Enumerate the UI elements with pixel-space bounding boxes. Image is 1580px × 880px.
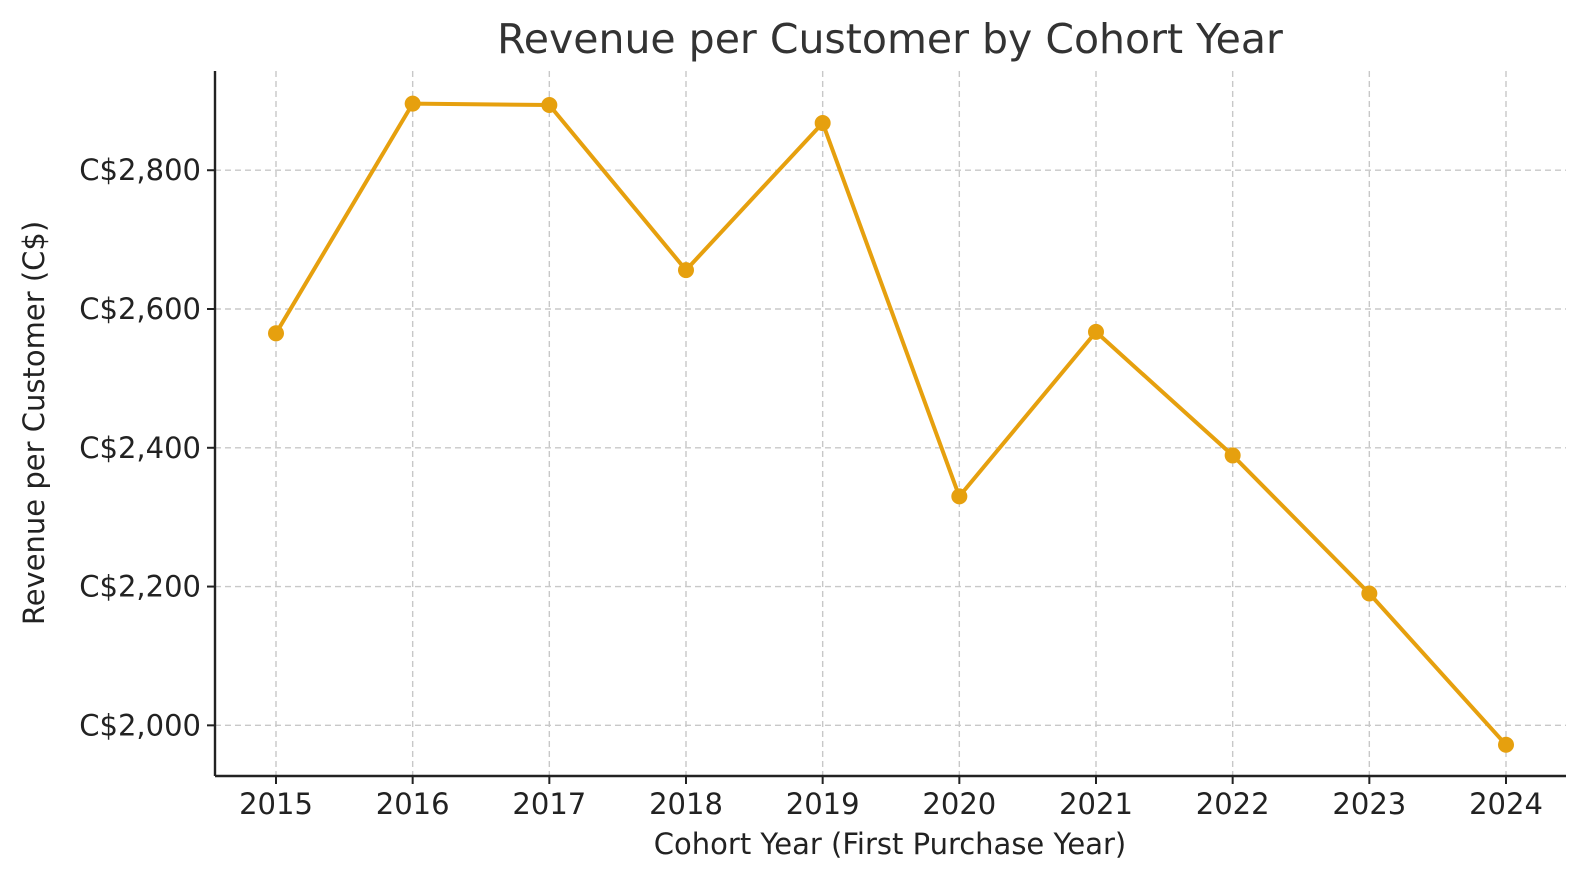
x-tick-label: 2019 xyxy=(786,787,860,821)
y-tick-label: C$2,800 xyxy=(79,153,201,187)
data-point xyxy=(268,325,284,342)
x-tick-label: 2023 xyxy=(1332,787,1406,821)
data-point xyxy=(404,95,421,112)
y-tick-label: C$2,400 xyxy=(79,431,201,465)
y-tick-label: C$2,000 xyxy=(79,708,201,742)
grid xyxy=(215,71,1566,776)
data-point xyxy=(1088,323,1104,340)
data-point xyxy=(678,262,694,279)
y-axis-label: Revenue per Customer (C$) xyxy=(17,221,51,625)
chart-title: Revenue per Customer by Cohort Year xyxy=(497,15,1283,63)
series-line xyxy=(274,101,1508,747)
x-tick-label: 2017 xyxy=(512,787,586,821)
data-point xyxy=(1361,585,1378,602)
data-point xyxy=(814,115,831,132)
x-tick-label: 2018 xyxy=(649,787,723,821)
axis-ticks: 2015 2016 2017 2018 2019 2020 2021 2022 2023 2024… xyxy=(79,153,1543,821)
y-tick-label: C$2,200 xyxy=(79,570,201,604)
x-tick-label: 2021 xyxy=(1059,787,1133,821)
data-point xyxy=(1224,447,1241,464)
x-axis-label: Cohort Year (First Purchase Year) xyxy=(654,827,1126,861)
x-tick-label: 2024 xyxy=(1469,787,1543,821)
series-layer xyxy=(268,95,1514,753)
data-point xyxy=(1498,736,1514,753)
x-tick-label: 2015 xyxy=(239,787,313,821)
data-point xyxy=(541,97,558,114)
y-tick-label: C$2,600 xyxy=(79,292,201,326)
data-point xyxy=(951,488,968,505)
x-tick-label: 2022 xyxy=(1196,787,1270,821)
x-tick-label: 2020 xyxy=(922,787,996,821)
x-tick-label: 2016 xyxy=(376,787,450,821)
